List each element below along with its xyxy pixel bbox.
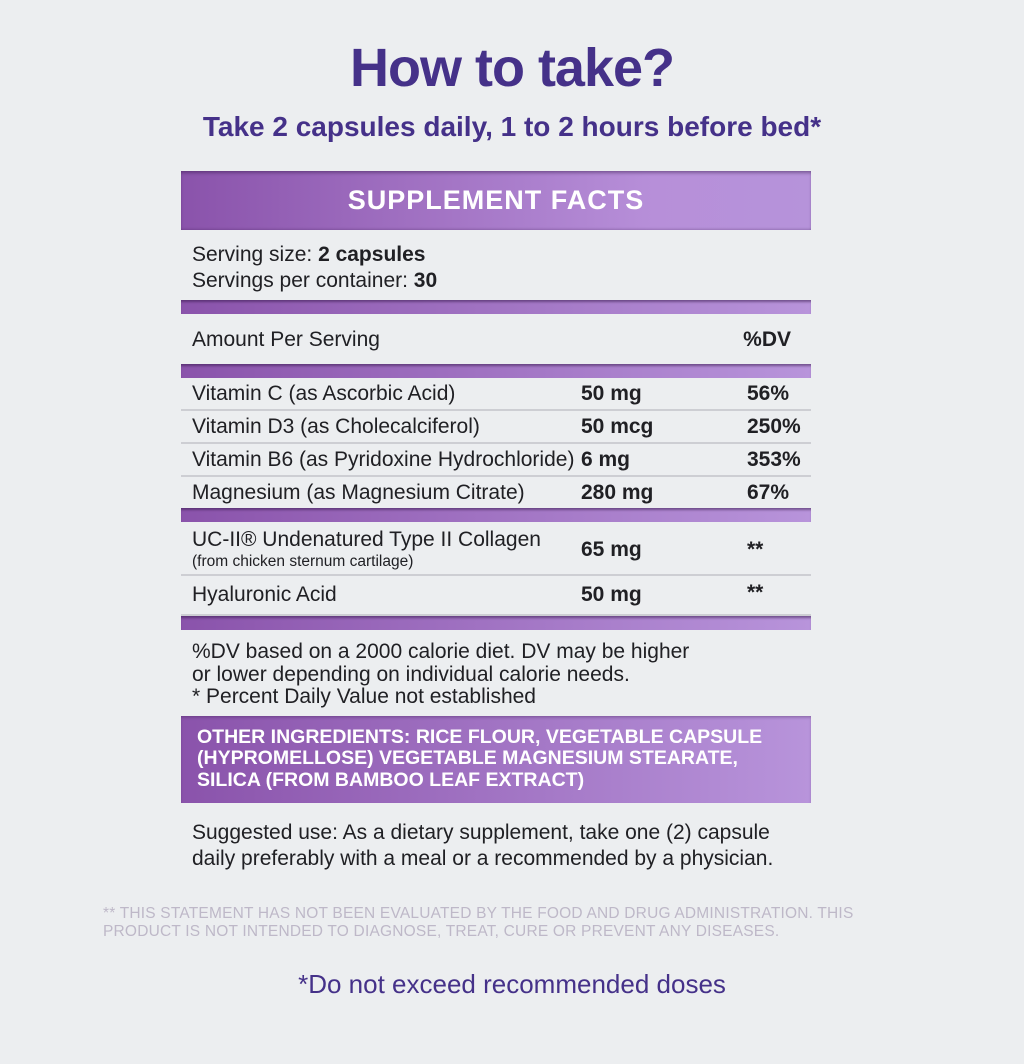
serving-size-line: Serving size: 2 capsules — [192, 242, 811, 268]
table-row: Magnesium (as Magnesium Citrate) 280 mg … — [181, 477, 811, 508]
amount-per-serving-header: Amount Per Serving — [192, 328, 380, 352]
divider-bar — [181, 508, 811, 523]
nutrient-name: UC-II® Undenatured Type II Collagen (fro… — [192, 527, 581, 571]
table-row: Vitamin D3 (as Cholecalciferol) 50 mcg 2… — [181, 411, 811, 445]
daily-value-note-line: * Percent Daily Value not established — [192, 685, 536, 709]
servings-per-container-label: Servings per container: — [192, 269, 414, 293]
table-row: UC-II® Undenatured Type II Collagen (fro… — [181, 522, 811, 577]
other-ingredients-text: OTHER INGREDIENTS: RICE FLOUR, VEGETABLE… — [197, 725, 763, 791]
nutrient-dv: 67% — [747, 481, 790, 505]
supplement-facts-header-label: SUPPLEMENT FACTS — [347, 185, 645, 216]
table-row: Hyaluronic Acid 50 mg ** — [181, 576, 811, 617]
nutrient-name: Vitamin D3 (as Cholecalciferol) — [192, 415, 480, 439]
divider-bar — [181, 300, 811, 315]
nutrient-dv: 353% — [747, 448, 801, 472]
servings-per-container-line: Servings per container: 30 — [192, 268, 811, 294]
daily-value-note-line: or lower depending on individual calorie… — [192, 662, 630, 686]
dosage-subtitle: Take 2 capsules daily, 1 to 2 hours befo… — [202, 110, 822, 142]
nutrient-table: Vitamin C (as Ascorbic Acid) 50 mg 56% V… — [181, 378, 811, 508]
column-header-row: Amount Per Serving %DV — [181, 314, 811, 364]
supplement-facts-header: SUPPLEMENT FACTS — [181, 171, 811, 231]
daily-value-note: %DV based on a 2000 calorie diet. DV may… — [181, 641, 811, 709]
nutrient-dv: ** — [747, 581, 764, 605]
collagen-name: UC-II® Undenatured Type II Collagen — [192, 528, 541, 552]
serving-size-label: Serving size: — [192, 243, 319, 267]
nutrient-name: Vitamin B6 (as Pyridoxine Hydrochloride) — [192, 448, 575, 472]
dv-column-header: %DV — [743, 328, 791, 352]
nutrient-name: Magnesium (as Magnesium Citrate) — [192, 481, 525, 505]
nutrient-amount: 50 mg — [581, 382, 642, 406]
serving-size-value: 2 capsules — [318, 243, 426, 267]
other-ingredients-box: OTHER INGREDIENTS: RICE FLOUR, VEGETABLE… — [181, 715, 811, 804]
nutrient-amount: 50 mcg — [581, 415, 654, 439]
servings-per-container-value: 30 — [413, 269, 438, 293]
nutrient-amount: 6 mg — [581, 448, 631, 472]
serving-info: Serving size: 2 capsules Servings per co… — [181, 230, 811, 300]
table-row: Vitamin B6 (as Pyridoxine Hydrochloride)… — [181, 444, 811, 478]
do-not-exceed-note: *Do not exceed recommended doses — [298, 969, 726, 1000]
table-row: Vitamin C (as Ascorbic Acid) 50 mg 56% — [181, 378, 811, 412]
nutrient-name: Vitamin C (as Ascorbic Acid) — [192, 382, 456, 406]
nutrient-dv: ** — [747, 537, 764, 561]
collagen-source-note: (from chicken sternum cartilage) — [192, 553, 414, 571]
divider-bar — [181, 616, 811, 631]
daily-value-note-line: %DV based on a 2000 calorie diet. DV may… — [192, 640, 690, 664]
divider-bar — [181, 364, 811, 379]
page-title: How to take? — [349, 38, 675, 98]
nutrient-name: Hyaluronic Acid — [192, 583, 337, 607]
nutrient-amount: 65 mg — [581, 537, 642, 561]
nutrient-amount: 280 mg — [581, 481, 654, 505]
nutrient-dv: 250% — [747, 415, 801, 439]
suggested-use-text: Suggested use: As a dietary supplement, … — [192, 821, 774, 871]
nutrient-amount: 50 mg — [581, 583, 642, 607]
supplement-facts-panel: SUPPLEMENT FACTS Serving size: 2 capsule… — [181, 171, 811, 872]
nutrient-dv: 56% — [747, 382, 790, 406]
fda-disclaimer-text: ** THIS STATEMENT HAS NOT BEEN EVALUATED… — [103, 905, 854, 940]
